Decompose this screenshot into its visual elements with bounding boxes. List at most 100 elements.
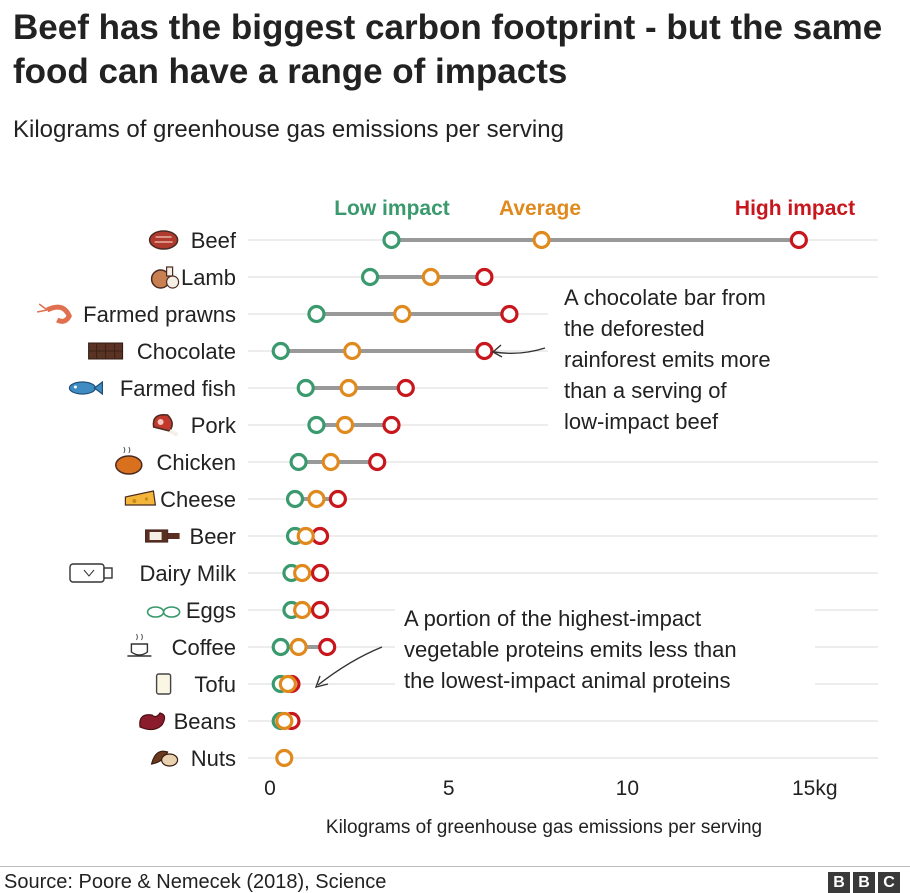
category-label: Beans	[174, 709, 236, 734]
data-point-high	[396, 378, 415, 398]
category-label: Farmed fish	[120, 376, 236, 401]
category-label: Farmed prawns	[83, 302, 236, 327]
roast-chicken-icon	[115, 446, 143, 475]
annotation-arrow	[317, 646, 383, 686]
category-label: Cheese	[160, 487, 236, 512]
data-point-high	[310, 600, 330, 620]
chart-title: Beef has the biggest carbon footprint - …	[13, 8, 883, 91]
logo-letter: B	[828, 872, 850, 893]
annotation-arrow	[493, 347, 546, 355]
chocolate-bar-icon	[88, 342, 124, 360]
annotation-text: the lowest-impact animal proteins	[404, 668, 730, 693]
data-point-avg	[339, 378, 358, 398]
data-point-avg	[293, 563, 312, 583]
logo-letter: C	[878, 872, 900, 893]
category-label: Eggs	[186, 598, 236, 623]
data-point-avg	[278, 674, 297, 694]
data-point-low	[307, 304, 326, 324]
data-point-high	[368, 452, 387, 472]
data-point-avg	[335, 415, 355, 435]
tofu-icon	[155, 673, 172, 695]
coffee-cup-icon	[127, 633, 152, 657]
data-point-low	[307, 415, 326, 435]
category-label: Pork	[191, 413, 237, 438]
data-point-avg	[343, 341, 362, 361]
annotation-text: A chocolate bar from	[564, 285, 766, 310]
x-axis-label: Kilograms of greenhouse gas emissions pe…	[326, 817, 762, 838]
data-point-high	[475, 341, 494, 361]
data-point-low	[296, 378, 315, 398]
category-label: Lamb	[181, 265, 236, 290]
annotation-background	[548, 283, 878, 439]
data-point-low	[271, 637, 290, 657]
annotation-text: rainforest emits more	[564, 347, 771, 372]
x-tick-label: 15kg	[792, 777, 838, 800]
annotation-text: the deforested	[564, 316, 705, 341]
annotation-text: vegetable proteins emits less than	[404, 637, 737, 662]
legend: Low impact Average High impact	[334, 197, 855, 220]
fish-icon	[68, 380, 104, 396]
category-label: Beef	[191, 228, 237, 253]
annotations: A chocolate bar from the deforested rainfo…	[314, 283, 878, 698]
cheese-icon	[124, 490, 157, 506]
data-point-high	[328, 489, 347, 509]
arrow-head	[314, 675, 329, 688]
category-label: Chocolate	[137, 339, 236, 364]
category-icons	[37, 230, 181, 767]
source-note: Source: Poore & Nemecek (2018), Science	[4, 871, 387, 893]
milk-carton-icon	[69, 563, 113, 583]
arrow-head	[491, 344, 503, 358]
annotation-text: than a serving of	[564, 378, 728, 403]
data-point-avg	[296, 526, 315, 546]
category-labels: Beef Lamb Farmed prawns Chocolate Farmed fis…	[83, 228, 237, 771]
lamb-icon	[150, 266, 180, 289]
eggs-icon	[146, 606, 181, 618]
data-point-low	[289, 452, 308, 472]
data-point-avg	[307, 489, 326, 509]
data-point-avg	[289, 637, 308, 657]
category-label: Beer	[190, 524, 236, 549]
steak-icon	[148, 230, 179, 250]
data-point-avg	[275, 711, 294, 731]
annotation-background	[395, 598, 815, 698]
beer-bottle-icon	[145, 529, 180, 543]
category-label: Dairy Milk	[139, 561, 237, 586]
category-label: Coffee	[172, 635, 236, 660]
nuts-icon	[150, 750, 179, 767]
data-point-high	[310, 563, 330, 583]
x-tick-label: 10	[616, 777, 639, 800]
legend-label: Average	[499, 197, 581, 220]
data-point-high	[789, 230, 808, 250]
data-point-avg	[393, 304, 412, 324]
data-point-low	[360, 267, 380, 287]
data-points	[271, 230, 808, 768]
x-tick-label: 5	[443, 777, 455, 800]
annotation-text: low-impact beef	[564, 409, 719, 434]
legend-label: Low impact	[334, 197, 450, 220]
legend-label: High impact	[735, 197, 855, 220]
data-point-low	[285, 489, 305, 509]
beans-icon	[139, 712, 166, 731]
x-tick-label: 0	[264, 777, 276, 800]
data-point-high	[475, 267, 494, 287]
prawn-icon	[37, 303, 72, 324]
category-label: Chicken	[157, 450, 236, 475]
data-point-low	[382, 230, 401, 250]
footer-divider	[0, 866, 910, 867]
chart-subtitle: Kilograms of greenhouse gas emissions pe…	[13, 116, 564, 143]
data-point-avg	[321, 452, 340, 472]
logo-letter: B	[853, 872, 875, 893]
data-point-avg	[293, 600, 312, 620]
data-point-avg	[275, 748, 294, 768]
x-axis: Kilograms of greenhouse gas emissions pe…	[264, 777, 837, 838]
category-label: Nuts	[191, 746, 236, 771]
annotation-text: A portion of the highest-impact	[404, 606, 701, 631]
category-label: Tofu	[194, 672, 236, 697]
dot-range-chart: Beef Lamb Farmed prawns Chocolate Farmed fis…	[37, 197, 878, 838]
data-point-high	[382, 415, 401, 435]
data-point-high	[318, 637, 337, 657]
bbc-logo: B B C	[828, 872, 900, 893]
data-point-high	[500, 304, 519, 324]
data-point-avg	[421, 267, 440, 287]
data-point-low	[271, 341, 290, 361]
